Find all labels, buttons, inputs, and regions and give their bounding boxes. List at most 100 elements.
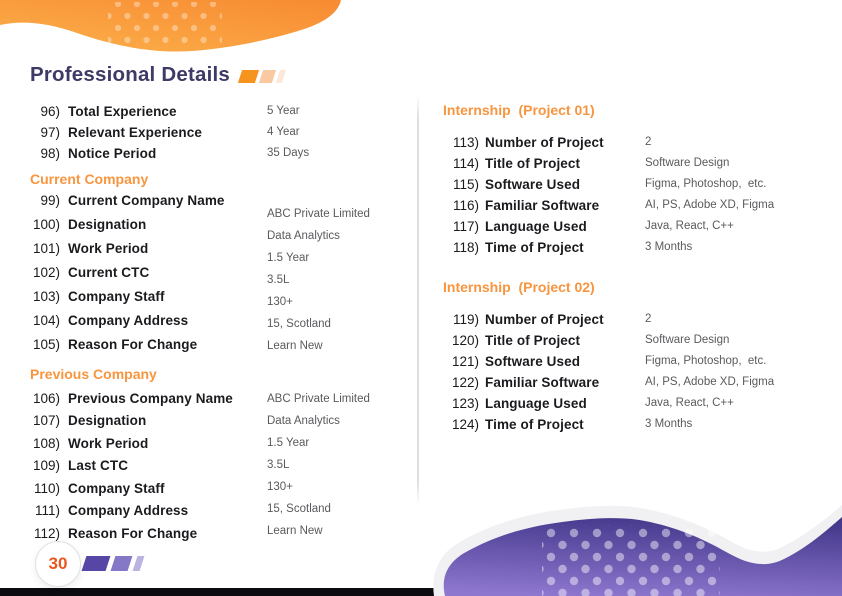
field-value: AI, PS, Adobe XD, Figma	[645, 376, 775, 388]
field-value: Data Analytics	[267, 230, 340, 242]
field-label: Company Address	[68, 312, 189, 328]
dots-pattern	[542, 525, 720, 596]
page-title: Professional Details	[30, 63, 230, 86]
field-label: Work Period	[68, 240, 149, 256]
field-row: 110) Company Staff	[30, 477, 267, 500]
field-number: 116)	[452, 198, 479, 213]
field-number: 109)	[32, 458, 60, 474]
accent-parallelogram-icon	[237, 70, 260, 83]
left-column: 96) Total Experience 97) Relevant Experienc…	[30, 101, 406, 545]
field-number: 118)	[452, 240, 479, 255]
section-internship-project-01: Internship (Project 01) 113) Number of Pro…	[443, 101, 823, 258]
field-label: Total Experience	[68, 104, 177, 119]
field-label: Previous Company Name	[68, 390, 233, 406]
field-number: 119)	[452, 312, 479, 327]
dots-pattern	[108, 2, 222, 44]
field-value: 3.5L	[267, 459, 290, 471]
field-label: Time of Project	[485, 240, 584, 255]
section-heading: Current Company	[30, 171, 149, 187]
field-row: 100) Designation	[30, 212, 267, 236]
field-row: 106) Previous Company Name	[30, 387, 267, 410]
section-heading: Internship (Project 02)	[443, 279, 595, 295]
field-label: Designation	[68, 413, 147, 429]
field-value: Software Design	[645, 157, 730, 169]
field-label: Reason For Change	[68, 525, 198, 541]
field-label: Relevant Experience	[68, 125, 202, 140]
field-value: Figma, Photoshop, etc.	[645, 178, 767, 190]
accent-parallelogram-icon	[81, 556, 111, 571]
field-value: Learn New	[267, 340, 323, 352]
right-column: Internship (Project 01) 113) Number of Pro…	[443, 101, 823, 435]
field-row: 116) Familiar Software	[443, 195, 645, 216]
value-list: ABC Private Limited Data Analytics 1.5 Yea…	[267, 203, 406, 357]
field-label: Title of Project	[485, 156, 581, 171]
section-previous-company: Previous Company 106) Previous Company Nam…	[30, 365, 406, 545]
field-value: AI, PS, Adobe XD, Figma	[645, 199, 775, 211]
field-number: 123)	[451, 396, 479, 411]
field-value: 4 Year	[267, 126, 300, 138]
field-value: 5 Year	[267, 105, 300, 117]
bottom-edge-bar	[0, 588, 842, 596]
field-row: 121) Software Used	[443, 351, 645, 372]
section-heading: Previous Company	[30, 366, 157, 382]
field-value: Java, React, C++	[645, 220, 734, 232]
title-row: Professional Details	[30, 63, 287, 87]
accent-parallelogram-icon	[258, 70, 277, 83]
section-body: 113) Number of Project 114) Title of Projec…	[443, 132, 823, 258]
field-row: 124) Time of Project	[443, 414, 645, 435]
field-value: 2	[645, 136, 652, 148]
field-row: 118) Time of Project	[443, 237, 645, 258]
field-value: Data Analytics	[267, 415, 340, 427]
field-value: ABC Private Limited	[267, 208, 370, 220]
field-row: 103) Company Staff	[30, 284, 267, 308]
section-body: 99) Current Company Name 100) Designation 10…	[30, 188, 406, 357]
field-number: 105)	[32, 336, 60, 352]
label-list: 113) Number of Project 114) Title of Projec…	[443, 132, 645, 258]
section-body: 119) Number of Project 120) Title of Projec…	[443, 309, 823, 435]
field-value: 130+	[267, 296, 293, 308]
field-value: 15, Scotland	[267, 503, 331, 515]
field-number: 114)	[452, 156, 479, 171]
label-list: 106) Previous Company Name 107) Designation…	[30, 387, 267, 545]
column-divider	[417, 94, 419, 506]
field-label: Last CTC	[68, 458, 129, 474]
field-value: 35 Days	[267, 147, 310, 159]
field-number: 120)	[451, 333, 479, 348]
field-label: Language Used	[485, 396, 587, 411]
field-value: 1.5 Year	[267, 437, 310, 449]
field-row: 102) Current CTC	[30, 260, 267, 284]
field-number: 96)	[40, 104, 60, 119]
value-list: ABC Private Limited Data Analytics 1.5 Yea…	[267, 388, 406, 545]
field-row: 96) Total Experience	[30, 101, 267, 122]
field-value: Java, React, C++	[645, 397, 734, 409]
field-number: 122)	[451, 375, 479, 390]
field-number: 98)	[40, 146, 60, 161]
field-number: 101)	[32, 240, 60, 256]
field-value: 2	[645, 313, 652, 325]
section-body: 96) Total Experience 97) Relevant Experienc…	[30, 101, 406, 164]
label-list: 119) Number of Project 120) Title of Projec…	[443, 309, 645, 435]
field-label: Work Period	[68, 435, 149, 451]
field-number: 115)	[452, 177, 479, 192]
field-label: Current Company Name	[68, 192, 225, 208]
field-label: Title of Project	[485, 333, 581, 348]
field-number: 111)	[34, 503, 60, 519]
field-number: 103)	[32, 288, 60, 304]
field-row: 101) Work Period	[30, 236, 267, 260]
page-number-badge: 30	[35, 541, 81, 587]
section-current-company: Current Company 99) Current Company Name 10…	[30, 170, 406, 357]
field-value: 3 Months	[645, 418, 693, 430]
field-value: Software Design	[645, 334, 730, 346]
field-label: Current CTC	[68, 264, 150, 280]
field-value: 130+	[267, 481, 293, 493]
value-list: 2 Software Design Figma, Photoshop, etc. AI…	[645, 132, 823, 258]
field-row: 120) Title of Project	[443, 330, 645, 351]
field-row: 108) Work Period	[30, 432, 267, 455]
section-body: 106) Previous Company Name 107) Designation…	[30, 387, 406, 545]
accent-parallelogram-icon	[275, 70, 287, 83]
field-label: Language Used	[485, 219, 587, 234]
field-label: Notice Period	[68, 146, 157, 161]
label-list: 96) Total Experience 97) Relevant Experienc…	[30, 101, 267, 164]
field-number: 97)	[40, 125, 60, 140]
label-list: 99) Current Company Name 100) Designation 10…	[30, 188, 267, 357]
